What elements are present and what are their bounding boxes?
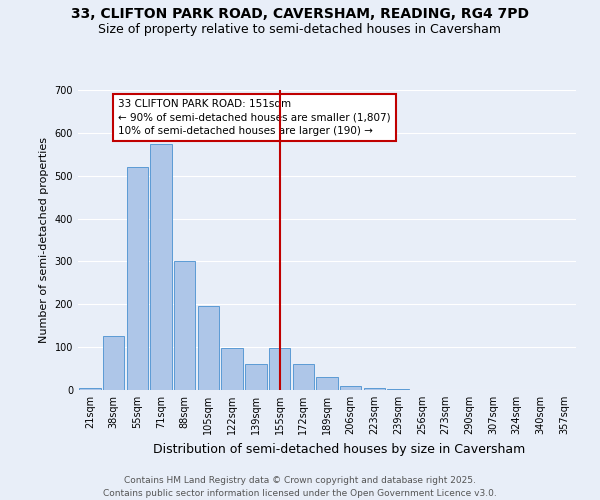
Bar [151,144,172,390]
Y-axis label: Number of semi-detached properties: Number of semi-detached properties [39,137,49,343]
Bar [221,348,243,390]
Text: Contains HM Land Registry data © Crown copyright and database right 2025.
Contai: Contains HM Land Registry data © Crown c… [103,476,497,498]
Text: Distribution of semi-detached houses by size in Caversham: Distribution of semi-detached houses by … [153,442,525,456]
Bar [364,388,385,390]
Bar [127,167,148,390]
Bar [388,389,409,390]
Text: 33, CLIFTON PARK ROAD, CAVERSHAM, READING, RG4 7PD: 33, CLIFTON PARK ROAD, CAVERSHAM, READIN… [71,8,529,22]
Bar [293,364,314,390]
Bar [174,262,196,390]
Text: Size of property relative to semi-detached houses in Caversham: Size of property relative to semi-detach… [98,22,502,36]
Bar [79,388,101,390]
Text: 33 CLIFTON PARK ROAD: 151sqm
← 90% of semi-detached houses are smaller (1,807)
1: 33 CLIFTON PARK ROAD: 151sqm ← 90% of se… [118,100,391,136]
Bar [316,377,338,390]
Bar [340,386,361,390]
Bar [198,306,219,390]
Bar [103,336,124,390]
Bar [245,364,266,390]
Bar [269,348,290,390]
